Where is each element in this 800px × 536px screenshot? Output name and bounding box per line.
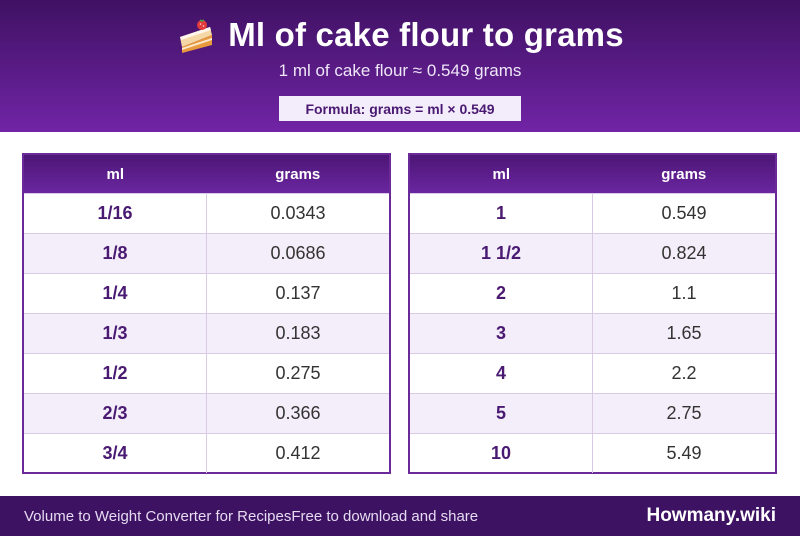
ml-cell: 4 — [410, 354, 593, 393]
grams-cell: 0.183 — [275, 323, 321, 343]
grams-cell: 2.75 — [666, 403, 702, 423]
ml-cell: 2/3 — [24, 394, 207, 433]
page-title: Ml of cake flour to grams — [228, 16, 624, 53]
subtitle: 1 ml of cake flour ≈ 0.549 grams — [278, 61, 522, 80]
table-row: 1/4 0.137 — [24, 273, 389, 313]
grams-cell: 2.2 — [671, 363, 697, 383]
column-header-ml: ml — [106, 165, 124, 183]
ml-cell: 1/3 — [24, 314, 207, 353]
ml-cell: 3 — [410, 314, 593, 353]
table-row: 4 2.2 — [410, 353, 775, 393]
conversion-table-left: ml grams 1/16 0.0343 1/8 0.0686 1/4 0.13… — [22, 153, 391, 474]
grams-cell: 0.137 — [275, 283, 321, 303]
grams-cell: 0.366 — [275, 403, 321, 423]
column-header-grams: grams — [661, 165, 707, 183]
table-row: 3 1.65 — [410, 313, 775, 353]
grams-cell: 0.275 — [275, 363, 321, 383]
footer-tagline: Volume to Weight Converter for RecipesFr… — [24, 507, 479, 525]
grams-cell: 5.49 — [666, 443, 702, 463]
grams-cell: 0.412 — [275, 443, 321, 463]
table-row: 2 1.1 — [410, 273, 775, 313]
table-row: 1/16 0.0343 — [24, 193, 389, 233]
ml-cell: 1/4 — [24, 274, 207, 313]
grams-cell: 1.1 — [671, 283, 697, 303]
title-row: Ml of cake flour to grams — [0, 14, 800, 56]
column-header-ml: ml — [492, 165, 510, 183]
ml-cell: 1/8 — [24, 234, 207, 273]
ml-cell: 3/4 — [24, 434, 207, 473]
ml-cell: 1/2 — [24, 354, 207, 393]
ml-cell: 1/16 — [24, 194, 207, 233]
column-header-grams: grams — [275, 165, 321, 183]
ml-cell: 10 — [410, 434, 593, 473]
table-header: ml grams — [410, 155, 775, 193]
formula-badge: Formula: grams = ml × 0.549 — [279, 96, 521, 121]
table-row: 10 5.49 — [410, 433, 775, 473]
ml-cell: 2 — [410, 274, 593, 313]
brand-logo-text[interactable]: Howmany.wiki — [646, 505, 776, 526]
grams-cell: 0.0343 — [270, 203, 326, 223]
table-row: 1 0.549 — [410, 193, 775, 233]
table-header: ml grams — [24, 155, 389, 193]
grams-cell: 0.0686 — [270, 243, 326, 263]
table-row: 5 2.75 — [410, 393, 775, 433]
table-row: 2/3 0.366 — [24, 393, 389, 433]
shortcake-icon — [176, 15, 216, 55]
header: Ml of cake flour to grams 1 ml of cake f… — [0, 0, 800, 132]
table-row: 1/8 0.0686 — [24, 233, 389, 273]
table-row: 1/3 0.183 — [24, 313, 389, 353]
table-row: 3/4 0.412 — [24, 433, 389, 473]
ml-cell: 5 — [410, 394, 593, 433]
grams-cell: 1.65 — [666, 323, 702, 343]
table-row: 1/2 0.275 — [24, 353, 389, 393]
grams-cell: 0.549 — [661, 203, 707, 223]
ml-cell: 1 1/2 — [410, 234, 593, 273]
footer: Volume to Weight Converter for RecipesFr… — [0, 496, 800, 536]
table-row: 1 1/2 0.824 — [410, 233, 775, 273]
conversion-table-right: ml grams 1 0.549 1 1/2 0.824 2 1.1 3 1.6… — [408, 153, 777, 474]
grams-cell: 0.824 — [661, 243, 707, 263]
ml-cell: 1 — [410, 194, 593, 233]
